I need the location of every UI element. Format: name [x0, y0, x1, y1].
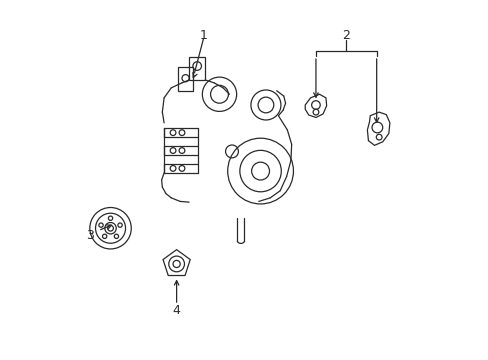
Text: 2: 2: [342, 29, 349, 42]
Text: 4: 4: [172, 304, 180, 317]
Text: 1: 1: [199, 29, 207, 42]
Text: 3: 3: [86, 229, 94, 242]
